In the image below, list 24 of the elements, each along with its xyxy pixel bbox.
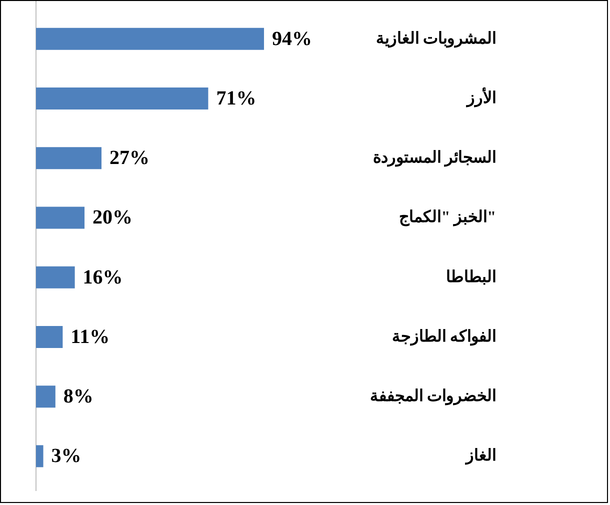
data-label: 16% <box>82 266 123 288</box>
data-label: 3% <box>51 445 82 468</box>
bar <box>36 147 102 170</box>
bar <box>36 28 264 50</box>
y-tick-label: البطاطا <box>446 268 496 286</box>
data-label: 11% <box>70 326 110 348</box>
data-label: 20% <box>92 206 133 229</box>
y-tick-label: الخبز "الكماج" <box>399 209 496 228</box>
data-label: 27% <box>109 147 150 170</box>
bar <box>36 326 63 348</box>
bar <box>36 266 75 288</box>
y-tick-label: الغاز <box>465 448 496 466</box>
y-tick-label: الخضروات المجففة <box>370 388 496 406</box>
y-tick-label: الفواكه الطازجة <box>392 328 496 346</box>
y-tick-label: الأرز <box>466 86 496 108</box>
data-label: 8% <box>63 386 94 408</box>
y-tick-label: المشروبات الغازية <box>376 30 496 48</box>
data-label: 94% <box>272 28 312 50</box>
bar <box>36 386 56 408</box>
bar <box>36 445 44 468</box>
y-tick-label: السجائر المستوردة <box>373 150 496 168</box>
bar <box>36 206 85 229</box>
data-label: 71% <box>216 87 256 110</box>
bar <box>36 87 208 110</box>
